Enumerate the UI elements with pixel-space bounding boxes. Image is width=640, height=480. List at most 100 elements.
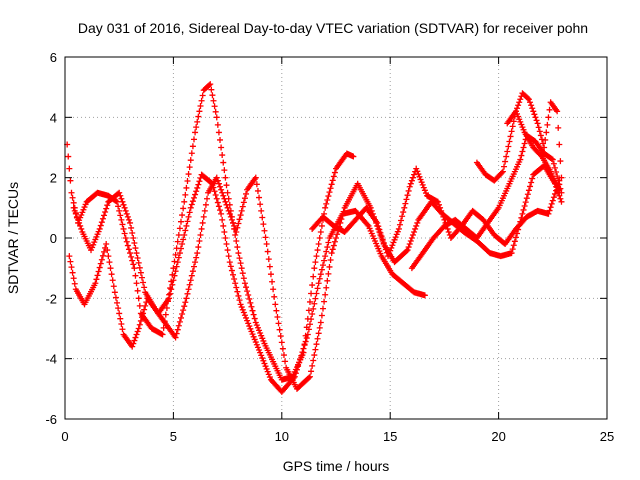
data-point [117, 315, 124, 322]
data-point [170, 277, 177, 284]
data-point [167, 285, 174, 292]
data-point [395, 225, 402, 232]
data-point [529, 105, 536, 112]
y-tick-label: -2 [45, 291, 57, 306]
data-point [501, 163, 508, 170]
data-point [498, 169, 505, 176]
data-point [318, 222, 325, 229]
data-point [313, 341, 320, 348]
data-point [300, 345, 307, 352]
data-point [213, 114, 220, 121]
x-axis-label: GPS time / hours [283, 458, 390, 474]
data-point [312, 259, 319, 266]
data-point [248, 303, 255, 310]
data-point [392, 234, 399, 241]
data-point [183, 295, 190, 302]
data-point [334, 231, 341, 238]
data-point [527, 99, 534, 106]
data-points [64, 81, 565, 395]
data-point [220, 222, 227, 229]
data-point [231, 222, 238, 229]
data-point [103, 241, 110, 248]
data-point [224, 204, 231, 211]
data-point [215, 129, 222, 136]
data-point [323, 200, 330, 207]
data-point [207, 81, 214, 88]
data-point [509, 246, 516, 253]
data-point [136, 302, 143, 309]
data-point [314, 247, 321, 254]
data-point [175, 254, 182, 261]
data-point [328, 250, 335, 257]
data-point [504, 148, 511, 155]
data-point [222, 174, 229, 181]
data-point [172, 251, 179, 258]
data-point [117, 192, 124, 199]
data-point [225, 207, 232, 214]
data-point [389, 242, 396, 249]
data-point [241, 312, 248, 319]
data-point [530, 108, 537, 115]
data-point [317, 319, 324, 326]
data-point [312, 295, 319, 302]
data-point [181, 198, 188, 205]
data-point [391, 236, 398, 243]
data-point [186, 281, 193, 288]
data-point [190, 263, 197, 270]
data-point [69, 269, 76, 276]
data-point [278, 339, 285, 346]
data-point [236, 297, 243, 304]
data-point [416, 173, 423, 180]
data-point [305, 307, 312, 314]
data-point [259, 214, 266, 221]
data-point [125, 216, 132, 223]
x-tick-label: 25 [600, 429, 614, 444]
data-point [190, 136, 197, 143]
data-point [519, 148, 526, 155]
data-point [189, 268, 196, 275]
data-point [200, 213, 207, 220]
data-point [292, 370, 299, 377]
data-point [256, 194, 263, 201]
data-point [520, 144, 527, 151]
data-point [251, 315, 258, 322]
data-point [299, 349, 306, 356]
data-point [175, 231, 182, 238]
data-point [136, 321, 143, 328]
data-point [194, 184, 201, 191]
data-point [407, 238, 414, 245]
data-point [293, 366, 300, 373]
data-point [311, 352, 318, 359]
data-point [547, 204, 554, 211]
data-point [76, 219, 83, 226]
data-point [308, 368, 315, 375]
data-point [234, 288, 241, 295]
data-point [420, 184, 427, 191]
data-point [314, 285, 321, 292]
data-point [375, 223, 382, 230]
data-point [440, 213, 447, 220]
data-point [233, 228, 240, 235]
y-axis-label: SDTVAR / TECUs [5, 182, 21, 294]
data-point [109, 277, 116, 284]
data-point [557, 158, 564, 165]
series-track-a [64, 81, 357, 383]
data-point [198, 225, 205, 232]
data-point [235, 220, 242, 227]
data-point [553, 169, 560, 176]
data-point [381, 243, 388, 250]
data-point [313, 290, 320, 297]
data-point [337, 219, 344, 226]
data-point [77, 222, 84, 229]
data-point [329, 177, 336, 184]
data-point [541, 144, 548, 151]
data-point [222, 198, 229, 205]
data-point [202, 201, 209, 208]
data-point [198, 97, 205, 104]
data-point [71, 207, 78, 214]
data-point [405, 187, 412, 194]
data-point [314, 335, 321, 342]
data-point [167, 290, 174, 297]
data-point [188, 201, 195, 208]
